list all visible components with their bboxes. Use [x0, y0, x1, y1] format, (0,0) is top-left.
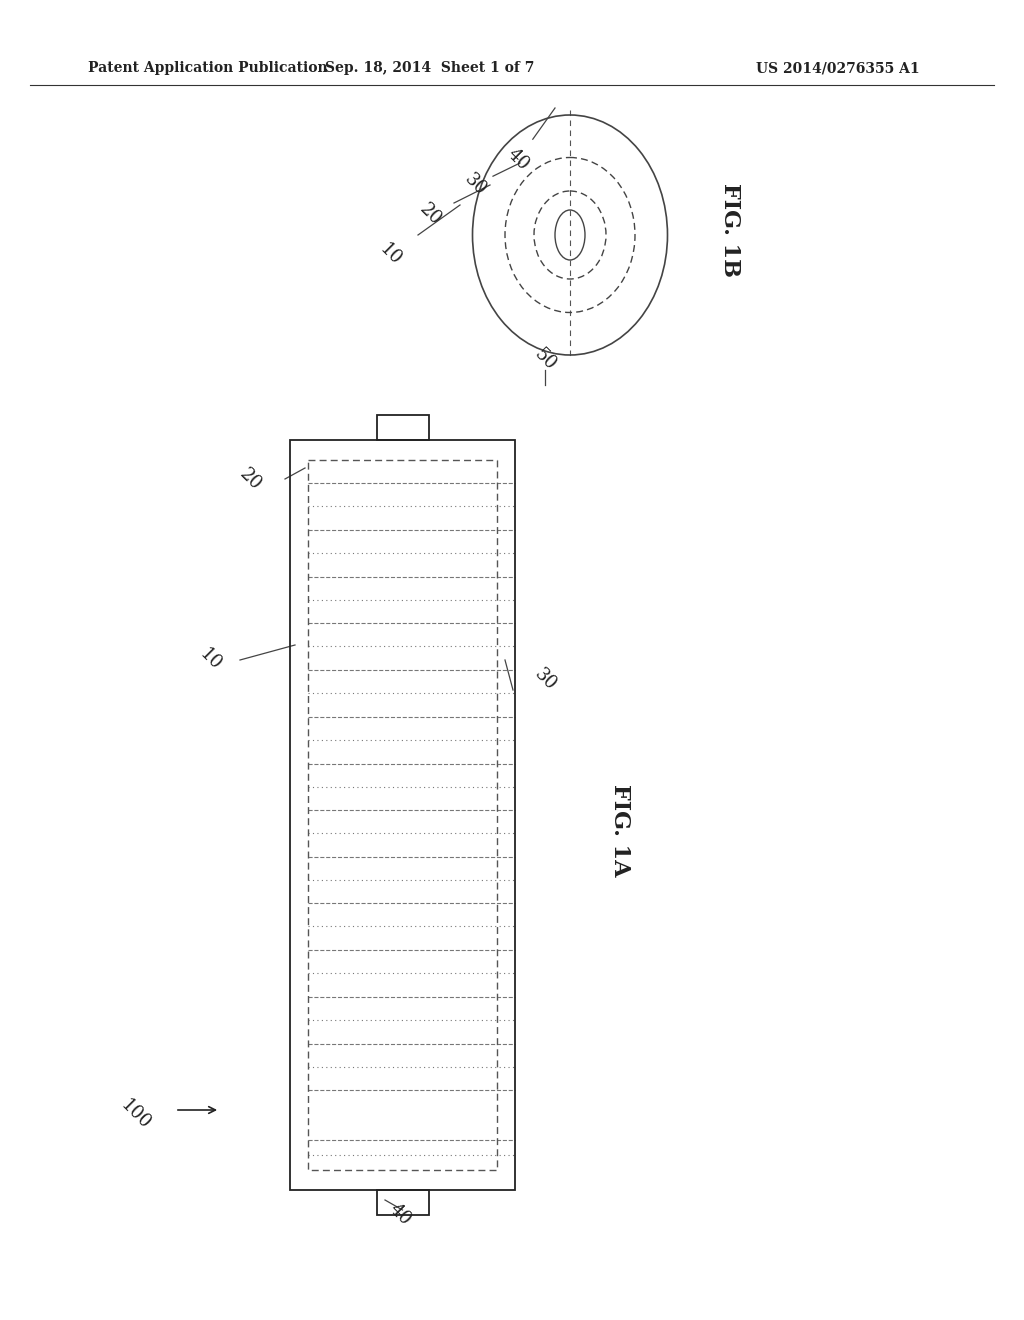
Text: FIG. 1B: FIG. 1B	[719, 183, 741, 277]
Text: Sep. 18, 2014  Sheet 1 of 7: Sep. 18, 2014 Sheet 1 of 7	[326, 61, 535, 75]
Text: 20: 20	[416, 201, 444, 230]
Text: FIG. 1A: FIG. 1A	[609, 784, 631, 876]
Bar	[377, 1191, 428, 1214]
Bar	[308, 459, 497, 1170]
Bar	[290, 440, 515, 1191]
Text: 40: 40	[504, 145, 532, 174]
Text: US 2014/0276355 A1: US 2014/0276355 A1	[757, 61, 920, 75]
Text: 100: 100	[117, 1097, 154, 1134]
Text: Patent Application Publication: Patent Application Publication	[88, 61, 328, 75]
Text: 40: 40	[386, 1201, 415, 1229]
Text: 30: 30	[461, 170, 489, 199]
Text: 10: 10	[376, 240, 404, 269]
Text: 20: 20	[236, 466, 264, 495]
Text: 50: 50	[530, 346, 559, 375]
Text: 10: 10	[196, 645, 224, 675]
Text: 30: 30	[530, 665, 559, 694]
Bar	[377, 414, 428, 440]
